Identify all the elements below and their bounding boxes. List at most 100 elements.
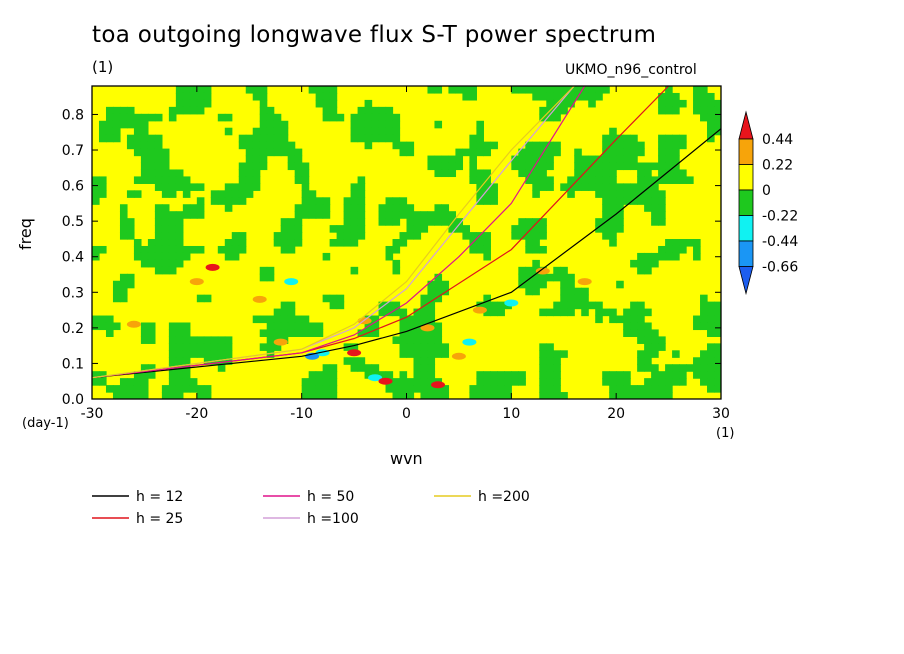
field-cell <box>609 183 617 191</box>
field-cell <box>476 176 484 184</box>
field-cell <box>168 225 177 233</box>
field-cell <box>714 350 721 358</box>
field-cell <box>476 371 484 379</box>
field-cell <box>567 176 575 184</box>
field-cell <box>623 162 631 171</box>
field-cell <box>133 252 142 261</box>
field-cell <box>98 127 107 136</box>
field-cell <box>154 183 163 191</box>
field-cell <box>252 127 261 136</box>
field-cell <box>672 350 680 358</box>
field-cell <box>546 113 554 122</box>
field-cell <box>455 155 464 164</box>
field-cell <box>714 99 721 108</box>
field-cell <box>539 92 547 101</box>
field-cell <box>168 190 177 198</box>
field-cell <box>714 301 721 310</box>
field-cell <box>658 371 666 379</box>
field-cell <box>630 155 638 164</box>
field-cell <box>350 197 359 205</box>
field-cell <box>287 315 296 324</box>
field-cell <box>532 239 540 247</box>
field-cell <box>483 232 491 240</box>
field-cell <box>539 273 547 282</box>
x-tick-label: 0 <box>402 406 411 422</box>
field-cell <box>707 106 715 115</box>
field-cell <box>357 364 366 372</box>
field-cell <box>469 162 477 171</box>
field-cell <box>245 148 254 157</box>
field-cell <box>602 155 610 164</box>
field-cell <box>483 294 491 303</box>
field-cell <box>273 308 282 317</box>
field-cell <box>567 287 575 296</box>
field-cell <box>168 232 177 240</box>
field-cell <box>469 385 477 393</box>
field-cell <box>161 252 170 261</box>
field-cell <box>287 148 296 157</box>
field-cell <box>546 308 554 317</box>
field-cell <box>427 287 436 296</box>
field-cell <box>112 106 121 115</box>
field-cell <box>630 329 638 337</box>
field-cell <box>462 232 470 240</box>
field-cell <box>672 245 680 254</box>
y-tick-label: 0.4 <box>62 250 84 266</box>
field-cell <box>672 134 680 143</box>
field-cell <box>714 378 721 386</box>
field-cell <box>105 134 114 143</box>
field-cell <box>672 176 680 184</box>
field-cell <box>553 392 561 399</box>
colorbar-segment <box>738 215 754 242</box>
field-cell <box>287 301 296 310</box>
field-cell <box>644 162 652 171</box>
field-cell <box>532 148 540 157</box>
field-cell <box>623 378 631 386</box>
field-cell <box>315 197 324 205</box>
field-cell <box>637 392 645 399</box>
field-cell <box>175 211 184 219</box>
field-cell <box>707 127 715 136</box>
field-cell <box>245 155 254 164</box>
field-cell <box>427 392 436 399</box>
field-cell <box>413 357 422 365</box>
field-cell <box>294 232 303 240</box>
field-cell <box>595 162 603 171</box>
field-cell <box>714 308 721 317</box>
field-cell <box>92 183 100 191</box>
field-cell <box>245 176 254 184</box>
field-cell <box>448 162 457 171</box>
field-cell <box>595 183 603 191</box>
field-cell <box>609 134 617 143</box>
field-cell <box>392 308 401 317</box>
field-cell <box>140 155 149 164</box>
field-cell <box>665 371 673 379</box>
field-cell <box>700 378 708 386</box>
field-cell <box>490 308 498 317</box>
field-cell <box>343 225 352 233</box>
field-blob <box>504 299 519 307</box>
field-cell <box>483 148 491 157</box>
field-cell <box>658 245 666 254</box>
field-cell <box>329 225 338 233</box>
field-cell <box>252 162 261 171</box>
field-cell <box>119 211 128 219</box>
field-cell <box>658 162 666 171</box>
field-cell <box>273 232 282 240</box>
field-cell <box>385 301 394 310</box>
field-cell <box>707 308 715 317</box>
field-cell <box>700 301 708 310</box>
field-cell <box>343 204 352 212</box>
field-cell <box>364 127 373 136</box>
field-cell <box>280 322 289 331</box>
field-cell <box>196 350 205 358</box>
field-cell <box>119 385 128 393</box>
field-cell <box>182 357 191 365</box>
field-cell <box>399 378 408 386</box>
field-cell <box>154 141 163 150</box>
field-cell <box>693 315 701 324</box>
field-cell <box>140 371 149 379</box>
field-cell <box>378 218 387 226</box>
field-cell <box>336 113 345 122</box>
field-cell <box>595 190 603 198</box>
